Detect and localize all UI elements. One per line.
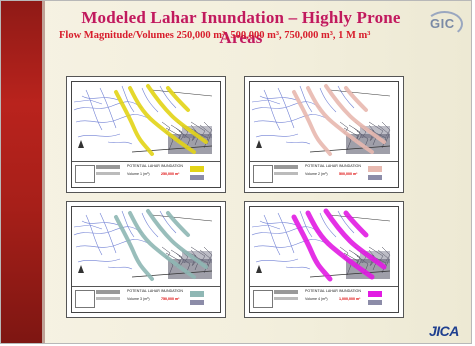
map-panel-2: POTENTIAL LAHAR INUNDATION Volume 2 (m³) 5…	[244, 76, 404, 193]
legend-swatch	[368, 166, 382, 172]
legend-swatch-urban	[368, 300, 382, 305]
legend-volume-label: Volume 1 (m³)	[127, 172, 150, 176]
map-panel-4: POTENTIAL LAHAR INUNDATION Volume 4 (m³) 1…	[244, 201, 404, 318]
legend-title: POTENTIAL LAHAR INUNDATION	[127, 289, 183, 293]
legend-swatch-urban	[190, 175, 204, 180]
scale-bar	[274, 290, 298, 294]
slide-subtitle: Flow Magnitude/Volumes 250,000 m³, 500,0…	[59, 30, 371, 41]
left-accent-bar	[1, 1, 42, 343]
map-drawing	[73, 84, 213, 156]
map-drawing	[251, 208, 391, 282]
scale-bar	[96, 165, 120, 169]
map-frame	[249, 206, 399, 313]
legend-swatch-urban	[190, 300, 204, 305]
legend-swatch-urban	[368, 175, 382, 180]
legend-title: POTENTIAL LAHAR INUNDATION	[305, 289, 361, 293]
map-legend: POTENTIAL LAHAR INUNDATION Volume 3 (m³) 7…	[72, 286, 220, 312]
map-legend: POTENTIAL LAHAR INUNDATION Volume 1 (m³) 2…	[72, 161, 220, 187]
north-arrow-icon	[75, 290, 95, 308]
map-drawing	[73, 209, 213, 281]
logo-ring-icon	[426, 11, 463, 37]
legend-volume: 1,000,000 m³	[339, 297, 361, 301]
gic-logo: GIC	[422, 11, 463, 37]
legend-volume-label: Volume 3 (m³)	[127, 297, 150, 301]
map-frame	[249, 81, 399, 188]
legend-volume: 250,000 m³	[161, 172, 180, 176]
scale-bar	[96, 290, 120, 294]
legend-swatch	[190, 291, 204, 297]
left-accent-shadow	[42, 1, 45, 343]
scale-bar	[274, 165, 298, 169]
legend-volume-label: Volume 4 (m³)	[305, 297, 328, 301]
scale-bar	[274, 297, 298, 300]
map-frame	[71, 206, 221, 313]
map-panel-1: POTENTIAL LAHAR INUNDATION Volume 1 (m³) 2…	[66, 76, 226, 193]
legend-volume: 500,000 m³	[339, 172, 358, 176]
jica-logo: JICA	[429, 323, 459, 339]
legend-volume: 750,000 m³	[161, 297, 180, 301]
north-arrow-icon	[253, 290, 273, 308]
legend-swatch	[190, 166, 204, 172]
map-drawing	[251, 84, 391, 156]
legend-title: POTENTIAL LAHAR INUNDATION	[127, 164, 183, 168]
scale-bar	[96, 297, 120, 300]
legend-title: POTENTIAL LAHAR INUNDATION	[305, 164, 361, 168]
map-frame	[71, 81, 221, 188]
map-legend: POTENTIAL LAHAR INUNDATION Volume 2 (m³) 5…	[250, 161, 398, 187]
legend-swatch	[368, 291, 382, 297]
scale-bar	[274, 172, 298, 175]
logo-text: GIC	[430, 16, 455, 31]
slide-title: Modeled Lahar Inundation – Highly Prone …	[81, 8, 401, 47]
scale-bar	[96, 172, 120, 175]
map-panel-3: POTENTIAL LAHAR INUNDATION Volume 3 (m³) 7…	[66, 201, 226, 318]
legend-volume-label: Volume 2 (m³)	[305, 172, 328, 176]
north-arrow-icon	[75, 165, 95, 183]
north-arrow-icon	[253, 165, 273, 183]
map-legend: POTENTIAL LAHAR INUNDATION Volume 4 (m³) 1…	[250, 286, 398, 312]
